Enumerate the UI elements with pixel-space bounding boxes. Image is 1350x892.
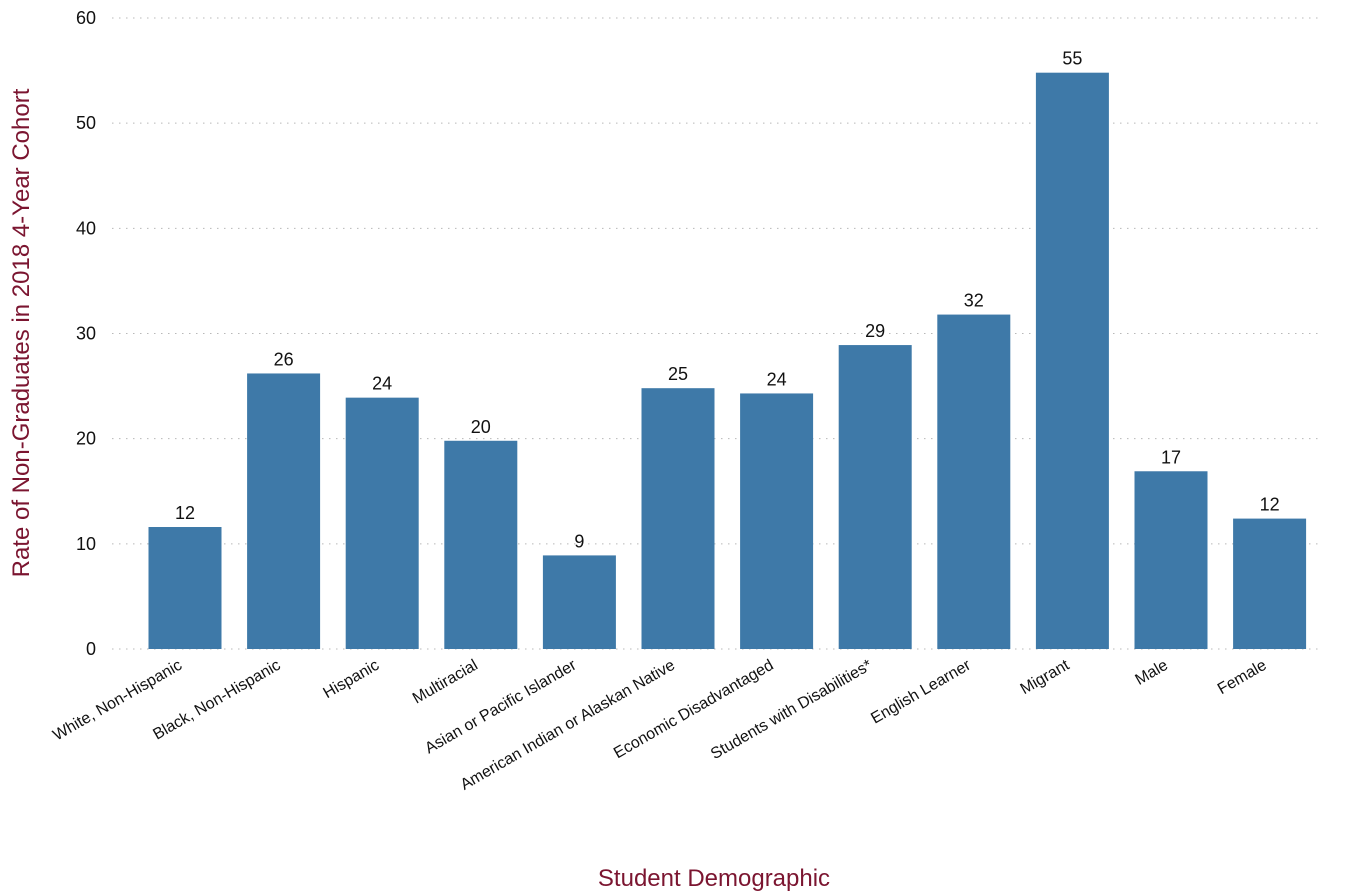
y-tick-label: 0 xyxy=(86,639,96,659)
data-label: 32 xyxy=(964,291,984,311)
data-label: 12 xyxy=(175,503,195,523)
data-label: 55 xyxy=(1062,49,1082,69)
bars xyxy=(148,72,1307,650)
bar xyxy=(542,555,616,649)
x-tick-label: Female xyxy=(1215,657,1270,698)
y-tick-label: 20 xyxy=(76,429,96,449)
bar xyxy=(444,440,518,649)
x-tick-label: Hispanic xyxy=(321,657,383,702)
x-tick-label: Male xyxy=(1132,657,1171,689)
y-tick-label: 10 xyxy=(76,534,96,554)
bar xyxy=(1233,518,1307,649)
bar xyxy=(937,314,1011,649)
bar xyxy=(1134,471,1208,649)
data-label: 29 xyxy=(865,321,885,341)
y-tick-label: 60 xyxy=(76,8,96,28)
bar xyxy=(247,373,321,649)
data-label: 17 xyxy=(1161,447,1181,467)
x-tick-label: Multiracial xyxy=(410,657,481,708)
x-tick-label: Students with Disabilities* xyxy=(708,657,875,763)
bar xyxy=(838,345,912,649)
y-tick-label: 50 xyxy=(76,113,96,133)
data-label: 25 xyxy=(668,364,688,384)
bar xyxy=(148,527,222,649)
data-label: 12 xyxy=(1260,495,1280,515)
x-tick-label: English Learner xyxy=(868,656,974,727)
x-axis-title: Student Demographic xyxy=(598,865,830,892)
data-labels: 12 26 24 20 9 25 24 29 32 55 17 12 xyxy=(175,49,1280,552)
bar xyxy=(740,393,814,649)
x-tick-label: Economic Disadvantaged xyxy=(611,657,777,762)
data-label: 9 xyxy=(574,531,584,551)
data-label: 26 xyxy=(274,349,294,369)
bar xyxy=(641,388,715,649)
data-label: 24 xyxy=(767,369,787,389)
y-tick-label: 30 xyxy=(76,324,96,344)
x-tick-label: Migrant xyxy=(1018,656,1073,698)
y-axis-ticks: 0 10 20 30 40 50 60 xyxy=(76,8,96,659)
bar xyxy=(345,397,419,649)
data-label: 20 xyxy=(471,417,491,437)
bar xyxy=(1035,72,1109,650)
y-tick-label: 40 xyxy=(76,218,96,238)
y-axis-title: Rate of Non-Graduates in 2018 4-Year Coh… xyxy=(8,88,35,577)
data-label: 24 xyxy=(372,374,392,394)
